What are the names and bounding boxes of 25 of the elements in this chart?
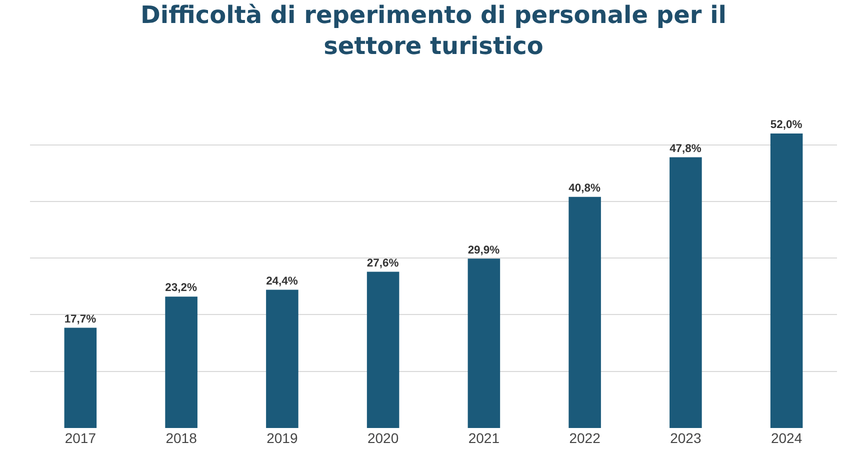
bar xyxy=(468,258,500,428)
data-label: 40,8% xyxy=(568,182,601,195)
x-tick-label: 2024 xyxy=(770,430,802,446)
bar xyxy=(770,134,803,428)
data-label: 27,6% xyxy=(366,257,399,270)
data-label: 17,7% xyxy=(64,313,96,326)
bar xyxy=(64,328,97,428)
data-label: 52,0% xyxy=(770,119,802,132)
x-tick-label: 2021 xyxy=(468,430,500,446)
data-label: 47,8% xyxy=(670,142,702,155)
chart-title: Difficoltà di reperimento di personale per il settore turistico xyxy=(140,0,727,60)
bar xyxy=(366,272,400,428)
x-tick-label: 2018 xyxy=(166,430,198,446)
data-label: 29,9% xyxy=(468,244,500,256)
x-tick-label: 2019 xyxy=(266,430,298,446)
x-tick-label: 2022 xyxy=(569,430,601,446)
x-tick-label: 2023 xyxy=(670,430,702,446)
data-label: 23,2% xyxy=(165,282,198,294)
x-tick-label: 2020 xyxy=(367,430,399,446)
bar xyxy=(670,157,702,428)
x-tick-label: 2017 xyxy=(64,430,96,446)
data-label: 24,4% xyxy=(266,275,298,288)
bar xyxy=(266,290,298,428)
bar xyxy=(165,296,198,428)
bar xyxy=(568,196,601,428)
